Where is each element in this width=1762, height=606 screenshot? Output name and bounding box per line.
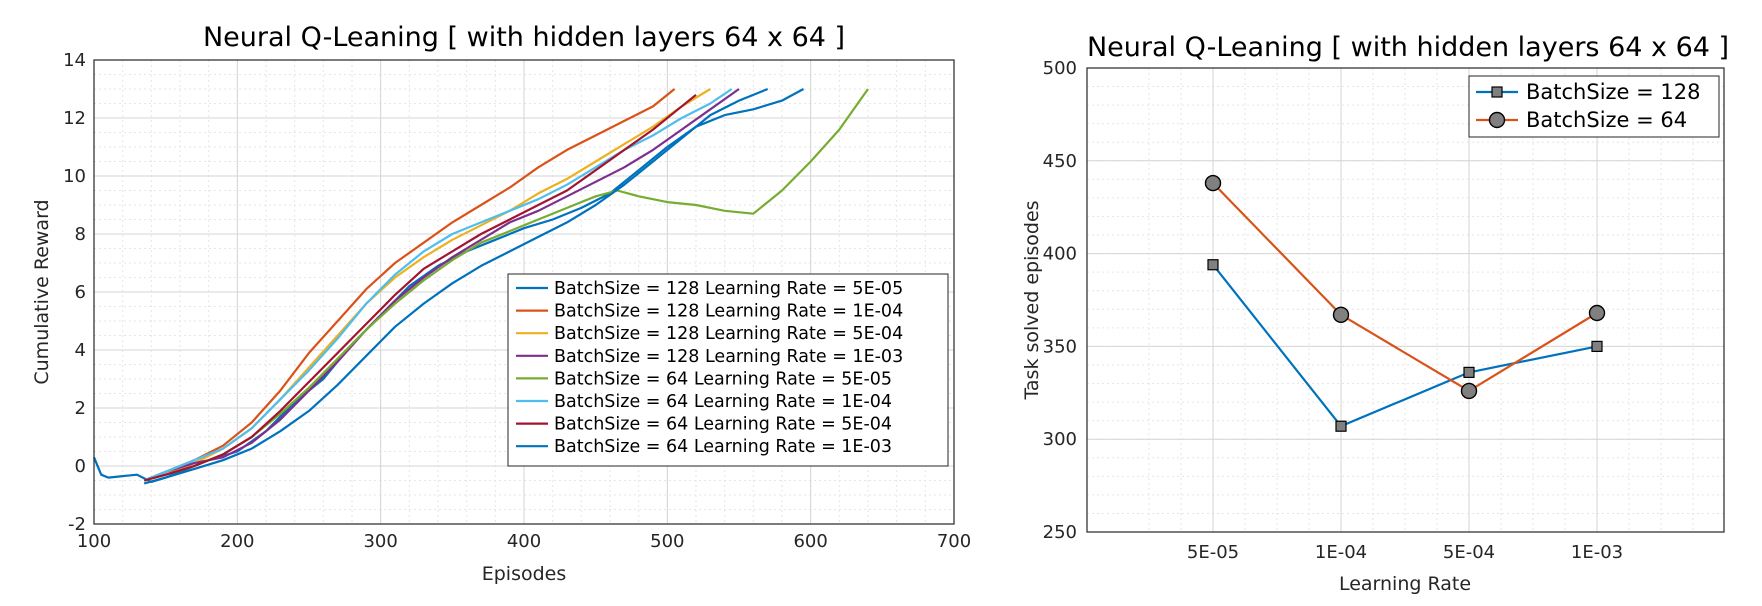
reward-y-tick-label: 8 xyxy=(75,224,86,245)
reward-series-line xyxy=(143,88,676,482)
reward-series xyxy=(92,87,869,485)
solved-y-tick-label: 400 xyxy=(1043,244,1077,265)
reward-y-tick-label: 2 xyxy=(75,398,86,419)
solved-legend: BatchSize = 128 BatchSize = 64 xyxy=(1468,75,1720,138)
solved-series-line xyxy=(1212,264,1598,428)
solved-point-square xyxy=(1591,340,1603,352)
solved-x-tick-label: 1E-03 xyxy=(1571,542,1623,563)
solved-legend-label: BatchSize = 64 xyxy=(1526,108,1687,132)
solved-chart-title: Neural Q-Leaning [ with hidden layers 64… xyxy=(1087,32,1729,63)
reward-legend-box xyxy=(507,273,949,467)
reward-axes-box xyxy=(93,59,955,525)
solved-legend-label: BatchSize = 128 xyxy=(1526,80,1701,104)
solved-tick-labels: 5E-05 1E-04 5E-04 1E-03 250 300 350 400 450 500 xyxy=(1043,58,1623,563)
solved-point-circle xyxy=(1332,306,1350,324)
solved-x-tick-label: 5E-04 xyxy=(1443,542,1495,563)
reward-series-line xyxy=(143,93,697,482)
solved-axes-box xyxy=(1086,67,1725,533)
reward-x-tick-label: 600 xyxy=(793,531,827,552)
reward-x-tick-label: 300 xyxy=(363,531,397,552)
reward-legend-label: BatchSize = 128 Learning Rate = 1E-03 xyxy=(554,347,903,367)
solved-point-circle xyxy=(1588,304,1606,322)
solved-legend-marker xyxy=(1491,86,1503,98)
reward-y-label: Cumulative Reward xyxy=(31,199,53,384)
reward-chart: 100 200 300 400 500 600 700 -2 0 2 4 6 8 10 12 14 Neura… xyxy=(31,22,971,585)
solved-legend-box xyxy=(1468,75,1720,138)
reward-legend-label: BatchSize = 64 Learning Rate = 1E-04 xyxy=(554,392,892,412)
reward-x-tick-label: 200 xyxy=(220,531,254,552)
reward-series-line xyxy=(143,87,769,485)
reward-legend-label: BatchSize = 64 Learning Rate = 5E-04 xyxy=(554,415,892,435)
solved-point-square xyxy=(1335,420,1347,432)
reward-series-line xyxy=(143,88,740,482)
solved-chart: 5E-05 1E-04 5E-04 1E-03 250 300 350 400 450 500 N… xyxy=(1021,32,1729,595)
solved-legend-marker xyxy=(1488,111,1506,129)
reward-legend-label: BatchSize = 64 Learning Rate = 1E-03 xyxy=(554,437,892,457)
solved-point-square xyxy=(1463,366,1475,378)
solved-x-label: Learning Rate xyxy=(1339,573,1471,595)
reward-legend: BatchSize = 128 Learning Rate = 5E-05 Bat… xyxy=(507,273,949,467)
solved-y-tick-label: 450 xyxy=(1043,151,1077,172)
reward-y-tick-label: 12 xyxy=(63,108,86,129)
solved-series-line xyxy=(1212,182,1598,393)
reward-x-tick-label: 700 xyxy=(937,531,971,552)
reward-y-tick-label: 0 xyxy=(75,456,86,477)
reward-legend-label: BatchSize = 64 Learning Rate = 5E-05 xyxy=(554,369,892,389)
reward-x-tick-label: 500 xyxy=(650,531,684,552)
reward-legend-label: BatchSize = 128 Learning Rate = 5E-04 xyxy=(554,324,903,344)
solved-series xyxy=(1204,174,1606,432)
reward-y-tick-label: 4 xyxy=(75,340,86,361)
solved-y-tick-label: 300 xyxy=(1043,429,1077,450)
solved-minor-grid xyxy=(1087,67,1724,533)
reward-y-tick-label: 10 xyxy=(63,166,86,187)
solved-y-tick-label: 350 xyxy=(1043,336,1077,357)
solved-point-square xyxy=(1207,259,1219,271)
solved-y-tick-label: 500 xyxy=(1043,58,1077,79)
reward-tick-labels: 100 200 300 400 500 600 700 -2 0 2 4 6 8 10 12 14 xyxy=(63,50,971,552)
solved-x-tick-label: 1E-04 xyxy=(1315,542,1367,563)
solved-y-label: Task solved episodes xyxy=(1021,200,1043,400)
reward-legend-label: BatchSize = 128 Learning Rate = 1E-04 xyxy=(554,302,903,322)
reward-legend-label: BatchSize = 128 Learning Rate = 5E-05 xyxy=(554,279,903,299)
solved-point-circle xyxy=(1204,174,1222,192)
solved-x-tick-label: 5E-05 xyxy=(1187,542,1239,563)
reward-series-line xyxy=(143,88,733,482)
reward-x-tick-label: 100 xyxy=(77,531,111,552)
reward-y-tick-label: 6 xyxy=(75,282,86,303)
solved-y-tick-label: 250 xyxy=(1043,522,1077,543)
reward-x-tick-label: 400 xyxy=(507,531,541,552)
reward-x-label: Episodes xyxy=(482,563,567,585)
reward-y-tick-label: -2 xyxy=(68,514,86,535)
solved-point-circle xyxy=(1460,382,1478,400)
reward-y-tick-label: 14 xyxy=(63,50,86,71)
reward-chart-title: Neural Q-Leaning [ with hidden layers 64… xyxy=(203,22,845,53)
